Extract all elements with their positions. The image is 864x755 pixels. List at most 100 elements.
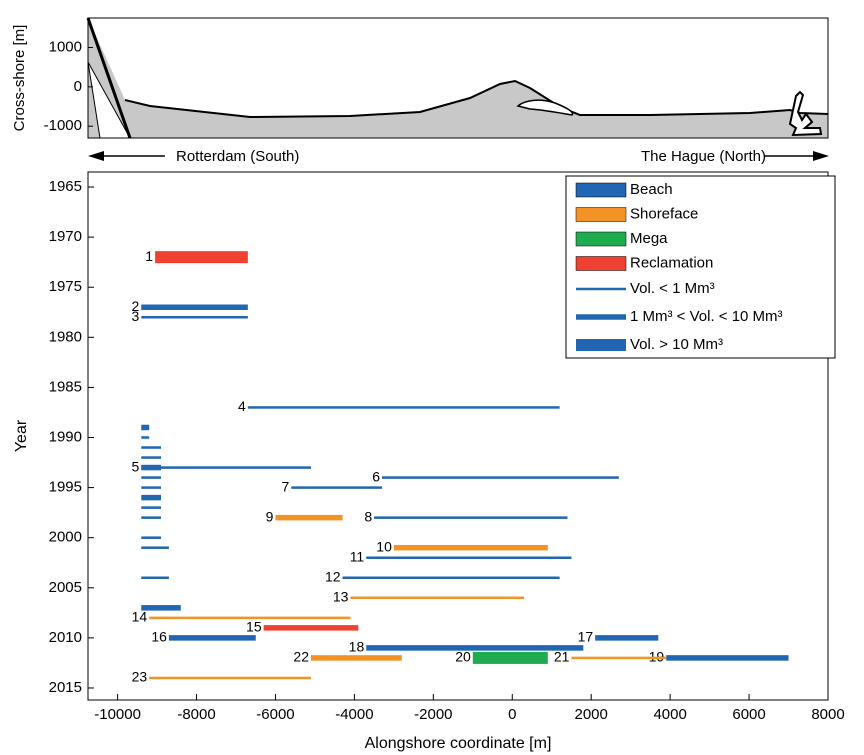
y-tick-label: 2000 (49, 529, 82, 546)
segment (342, 576, 560, 580)
legend-label: Shoreface (630, 205, 698, 222)
segment-label: 23 (132, 669, 148, 685)
segment-label: 14 (132, 609, 148, 625)
segment-label: 18 (349, 639, 365, 655)
segment (666, 655, 789, 661)
segment (141, 436, 150, 439)
annotation: The Hague (North) (641, 148, 766, 165)
x-tick-label: -4000 (335, 706, 373, 723)
legend-swatch (575, 182, 627, 198)
segment-label: 16 (151, 629, 167, 645)
segment-label: 6 (372, 468, 380, 484)
x-tick-label: -2000 (414, 706, 452, 723)
y-axis-label: Cross-shore [m] (11, 25, 28, 132)
segment (141, 476, 162, 479)
segment-label: 2 (131, 298, 139, 314)
x-tick-label: 0 (508, 706, 516, 723)
y-tick-label: 2010 (49, 629, 82, 646)
x-tick-label: -10000 (94, 706, 141, 723)
arrowhead-right (813, 151, 829, 161)
y-tick-label: 1995 (49, 479, 82, 496)
segment-label: 11 (350, 548, 365, 564)
segment-label: 9 (266, 508, 274, 524)
x-tick-label: -8000 (177, 706, 215, 723)
plot-frame (87, 171, 829, 701)
y-tick-label: 1965 (49, 178, 82, 195)
segment (310, 655, 402, 661)
x-tick-label: 2000 (575, 706, 608, 723)
arrowhead-left (88, 151, 104, 161)
legend-label: 1 Mm³ < Vol. < 10 Mm³ (630, 308, 783, 325)
segment (141, 446, 162, 449)
lagoon (516, 99, 574, 116)
segment (155, 251, 248, 264)
segment (141, 605, 181, 611)
y-tick-label: 1985 (49, 378, 82, 395)
cross-shore-panel: Cross-shore [m] Rotterdam (South) The Ha… (11, 17, 829, 165)
harbour-north (788, 90, 823, 137)
segment-label: 17 (578, 629, 594, 645)
legend-swatch (575, 231, 627, 247)
segment (141, 546, 169, 549)
land (88, 18, 828, 138)
legend-label: Mega (630, 230, 668, 247)
segment (291, 486, 383, 489)
segment-label: 21 (554, 649, 570, 665)
segment-label: 15 (246, 619, 262, 635)
segment (141, 456, 162, 459)
y-axis-label: Year (13, 419, 30, 452)
segment-label: 4 (238, 398, 246, 414)
plot-frame (87, 17, 829, 139)
annotation: Rotterdam (South) (176, 148, 299, 165)
segment-label: 3 (131, 308, 139, 324)
legend-swatch (575, 207, 627, 222)
segment (374, 516, 568, 519)
segment-label: 8 (364, 508, 372, 524)
legend-label: Reclamation (630, 254, 713, 271)
x-tick-label: 8000 (811, 706, 844, 723)
x-tick-label: -6000 (256, 706, 294, 723)
coastline (124, 79, 829, 119)
pier (86, 17, 132, 139)
segment-label: 22 (293, 649, 309, 665)
legend-label: Vol. > 10 Mm³ (630, 336, 723, 353)
segment-label: 12 (325, 568, 341, 584)
legend-swatch (575, 256, 627, 271)
y-tick-label: 1000 (49, 38, 82, 55)
segment (149, 676, 311, 680)
segment (247, 406, 560, 409)
segment (149, 616, 351, 620)
segment (141, 506, 162, 509)
y-tick-label: 2005 (49, 579, 82, 596)
legend-label: Vol. < 1 Mm³ (630, 280, 715, 297)
segment (141, 494, 162, 501)
segment (141, 466, 311, 469)
x-tick-label: 6000 (732, 706, 765, 723)
legend-line (576, 314, 626, 320)
y-tick-label: 1980 (49, 328, 82, 345)
segment (168, 635, 256, 641)
segment (141, 316, 248, 319)
segment-label: 10 (376, 538, 392, 554)
x-axis-label: Alongshore coordinate [m] (365, 735, 552, 752)
segment-label: 7 (281, 478, 289, 494)
segment (472, 651, 548, 664)
timeline-panel: Alongshore coordinate [m] Year -10000 -80… (13, 171, 845, 752)
segment (350, 596, 525, 600)
segment (382, 476, 619, 479)
segment (571, 656, 667, 660)
y-tick-label: 2015 (49, 679, 82, 696)
y-tick-label: -1000 (44, 117, 82, 134)
segment-label: 13 (333, 589, 349, 605)
legend-line (576, 287, 626, 291)
segment (263, 625, 359, 631)
segment-label: 20 (455, 649, 471, 665)
segment-label: 5 (131, 458, 139, 474)
y-tick-label: 1970 (49, 228, 82, 245)
y-tick-label: 0 (74, 78, 82, 95)
segment (141, 486, 162, 489)
x-tick-label: 4000 (653, 706, 686, 723)
segment (366, 645, 584, 651)
segment (141, 304, 248, 311)
